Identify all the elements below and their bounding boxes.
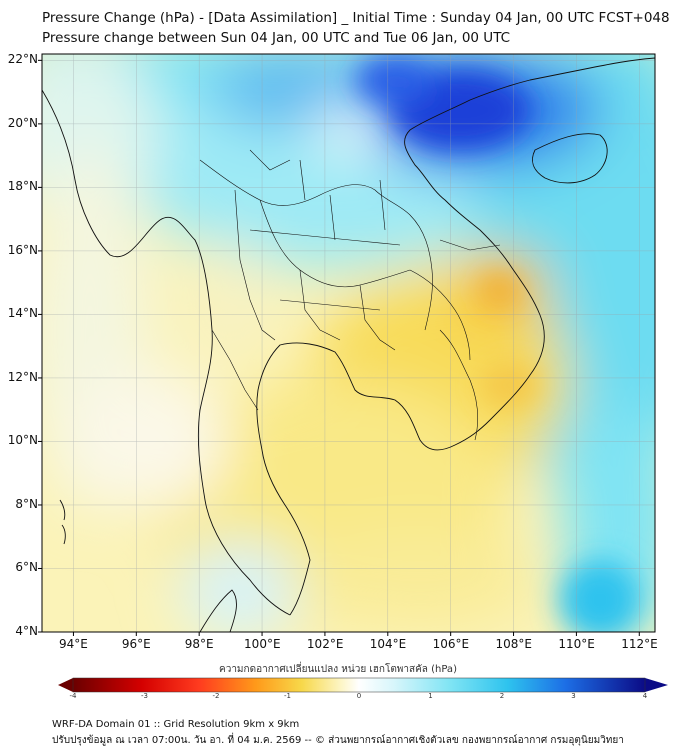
lon-label: 102°E <box>306 637 344 651</box>
map-frame <box>41 53 656 633</box>
lat-label: 10°N <box>7 433 38 448</box>
lat-label: 20°N <box>7 115 38 130</box>
lon-label: 100°E <box>244 637 281 651</box>
gridlines <box>42 54 655 632</box>
colorbar-tick-label: -3 <box>141 692 148 700</box>
lon-label: 98°E <box>184 637 214 651</box>
lat-label: 8°N <box>15 496 38 511</box>
colorbar-tick-label: -1 <box>284 692 291 700</box>
colorbar-label: ความกดอากาศเปลี่ยนแปลง หน่วย เฮกโตพาสคัล… <box>219 664 457 675</box>
colorbar-extend-max <box>645 678 668 692</box>
colorbar-tick-label: -4 <box>69 692 77 700</box>
lat-label: 4°N <box>15 624 38 638</box>
axis-ticks <box>38 59 640 636</box>
lon-label: 94°E <box>58 637 88 651</box>
lat-label: 22°N <box>7 52 38 67</box>
colorbar-gradient <box>73 678 645 692</box>
lon-label: 108°E <box>495 637 533 651</box>
colorbar-tick-label: 0 <box>356 692 362 700</box>
lat-label: 6°N <box>15 560 38 575</box>
lon-label: 110°E <box>558 637 595 651</box>
lon-label: 112°E <box>621 637 658 651</box>
lon-label: 96°E <box>121 637 151 651</box>
colorbar-extend-min <box>58 678 73 692</box>
colorbar-tick-label: 1 <box>428 692 433 700</box>
chart-subtitle: Pressure change between Sun 04 Jan, 00 U… <box>42 30 511 46</box>
province-borders <box>199 149 501 441</box>
colorbar-tick-label: 3 <box>571 692 576 700</box>
chart-title: Pressure Change (hPa) - [Data Assimilati… <box>42 10 670 26</box>
pressure-field <box>42 54 655 632</box>
footer-credit: ปรับปรุงข้อมูล ณ เวลา 07:00น. วัน อา. ที… <box>52 735 624 746</box>
colorbar-tick-label: 2 <box>499 692 505 700</box>
colorbar <box>58 677 668 693</box>
colorbar-tick-label: 4 <box>642 692 648 700</box>
lon-label: 106°E <box>432 637 470 651</box>
lon-label: 104°E <box>369 637 407 651</box>
lat-label: 14°N <box>7 306 38 321</box>
lat-label: 16°N <box>7 242 38 257</box>
footer-model-info: WRF-DA Domain 01 :: Grid Resolution 9km … <box>52 719 300 730</box>
colorbar-tick-label: -2 <box>212 692 220 700</box>
lat-label: 12°N <box>7 369 38 384</box>
lat-label: 18°N <box>7 179 38 194</box>
coastlines <box>42 57 655 632</box>
